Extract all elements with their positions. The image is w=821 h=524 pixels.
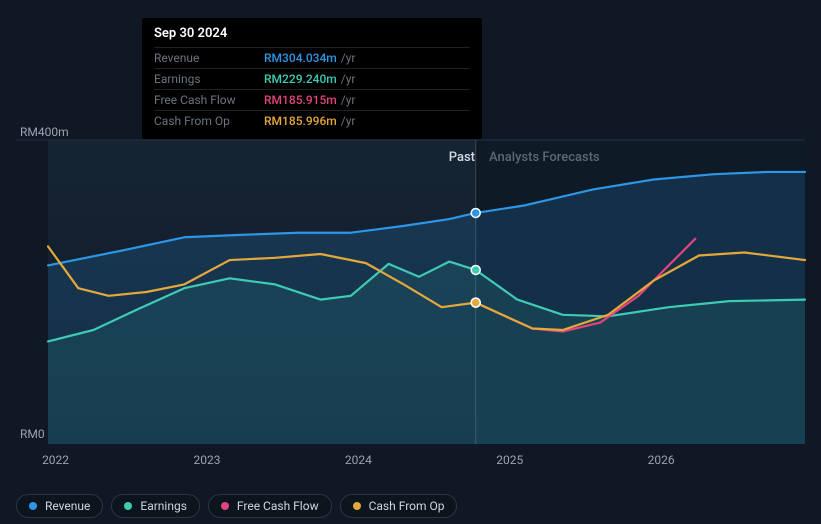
- tooltip-row: Free Cash FlowRM185.915m/yr: [154, 89, 470, 110]
- tooltip-row-value: RM185.915m: [264, 93, 337, 107]
- past-label: Past: [449, 150, 475, 165]
- tooltip-row: RevenueRM304.034m/yr: [154, 47, 470, 68]
- tooltip-row-value: RM229.240m: [264, 72, 337, 86]
- svg-text:RM0: RM0: [20, 427, 45, 441]
- legend-dot-icon: [353, 502, 361, 510]
- tooltip-date: Sep 30 2024: [154, 26, 470, 41]
- legend-dot-icon: [124, 502, 132, 510]
- svg-text:2026: 2026: [648, 453, 675, 467]
- tooltip-row-label: Revenue: [154, 51, 264, 65]
- tooltip-row-label: Free Cash Flow: [154, 93, 264, 107]
- forecast-label: Analysts Forecasts: [489, 150, 600, 165]
- legend-dot-icon: [221, 502, 229, 510]
- legend: Revenue Earnings Free Cash Flow Cash From O…: [16, 494, 457, 518]
- svg-text:2024: 2024: [345, 453, 372, 467]
- legend-item-label: Free Cash Flow: [237, 499, 319, 513]
- svg-text:RM400m: RM400m: [20, 125, 69, 139]
- tooltip-row-unit: /yr: [341, 51, 356, 65]
- legend-item-label: Revenue: [45, 499, 90, 513]
- tooltip-row: Cash From OpRM185.996m/yr: [154, 110, 470, 131]
- legend-item-label: Cash From Op: [369, 499, 445, 513]
- chart-tooltip: Sep 30 2024 RevenueRM304.034m/yrEarnings…: [142, 18, 482, 139]
- legend-item-fcf[interactable]: Free Cash Flow: [208, 494, 332, 518]
- financial-chart: 2022 2023 2024 2025 2026 RM0 RM400m Past Analy…: [0, 0, 821, 524]
- legend-item-earnings[interactable]: Earnings: [111, 494, 200, 518]
- legend-item-revenue[interactable]: Revenue: [16, 494, 103, 518]
- legend-dot-icon: [29, 502, 37, 510]
- svg-text:2023: 2023: [193, 453, 220, 467]
- tooltip-row-label: Cash From Op: [154, 114, 264, 128]
- tooltip-row: EarningsRM229.240m/yr: [154, 68, 470, 89]
- legend-item-label: Earnings: [140, 499, 187, 513]
- tooltip-row-value: RM185.996m: [264, 114, 337, 128]
- tooltip-row-value: RM304.034m: [264, 51, 337, 65]
- tooltip-row-unit: /yr: [341, 72, 356, 86]
- svg-text:2022: 2022: [42, 453, 69, 467]
- tooltip-row-label: Earnings: [154, 72, 264, 86]
- svg-text:2025: 2025: [496, 453, 523, 467]
- tooltip-row-unit: /yr: [341, 93, 356, 107]
- tooltip-row-unit: /yr: [341, 114, 356, 128]
- legend-item-cfo[interactable]: Cash From Op: [340, 494, 458, 518]
